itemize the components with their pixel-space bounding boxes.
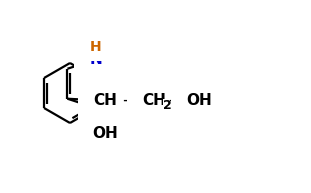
Text: OH: OH	[93, 126, 118, 141]
Text: —: —	[123, 91, 141, 109]
Text: CH: CH	[142, 93, 166, 108]
Text: H: H	[90, 41, 102, 54]
Text: 2: 2	[163, 99, 172, 112]
Text: —: —	[169, 91, 187, 109]
Text: CH: CH	[94, 93, 117, 108]
Text: OH: OH	[187, 93, 212, 108]
Text: N: N	[90, 52, 102, 67]
